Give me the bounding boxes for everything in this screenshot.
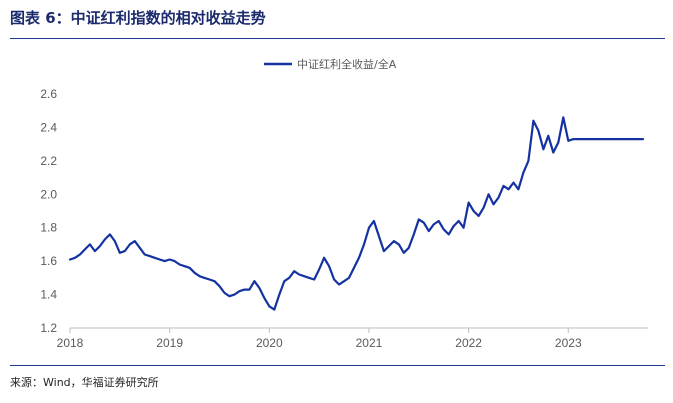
- x-tick-label: 2022: [455, 336, 482, 350]
- y-tick-label: 1.4: [40, 288, 57, 302]
- x-tick-label: 2020: [256, 336, 283, 350]
- y-axis: 1.2 1.4 1.6 1.8 2.0 2.2 2.4 2.6: [40, 87, 57, 335]
- series-line: [68, 116, 645, 311]
- title-divider: [10, 38, 665, 39]
- y-tick-label: 2.2: [40, 154, 57, 168]
- y-tick-label: 1.2: [40, 321, 57, 335]
- x-axis: 2018 2019 2020 2021 2022 2023: [57, 327, 648, 350]
- figure-title: 图表 6：中证红利指数的相对收益走势: [10, 9, 266, 27]
- legend: 中证红利全收益/全A: [264, 57, 397, 71]
- source-note: 来源：Wind，华福证券研究所: [10, 376, 159, 389]
- series-layer: [68, 116, 645, 311]
- x-tick-label: 2018: [57, 336, 84, 350]
- y-tick-label: 2.0: [40, 187, 57, 201]
- y-tick-label: 1.6: [40, 254, 57, 268]
- x-tick-label: 2019: [156, 336, 183, 350]
- y-tick-label: 2.6: [40, 87, 57, 101]
- y-tick-label: 1.8: [40, 221, 57, 235]
- y-tick-label: 2.4: [40, 120, 57, 134]
- source-divider: [10, 365, 665, 366]
- x-tick-label: 2023: [555, 336, 582, 350]
- legend-label: 中证红利全收益/全A: [297, 57, 397, 71]
- x-tick-label: 2021: [356, 336, 383, 350]
